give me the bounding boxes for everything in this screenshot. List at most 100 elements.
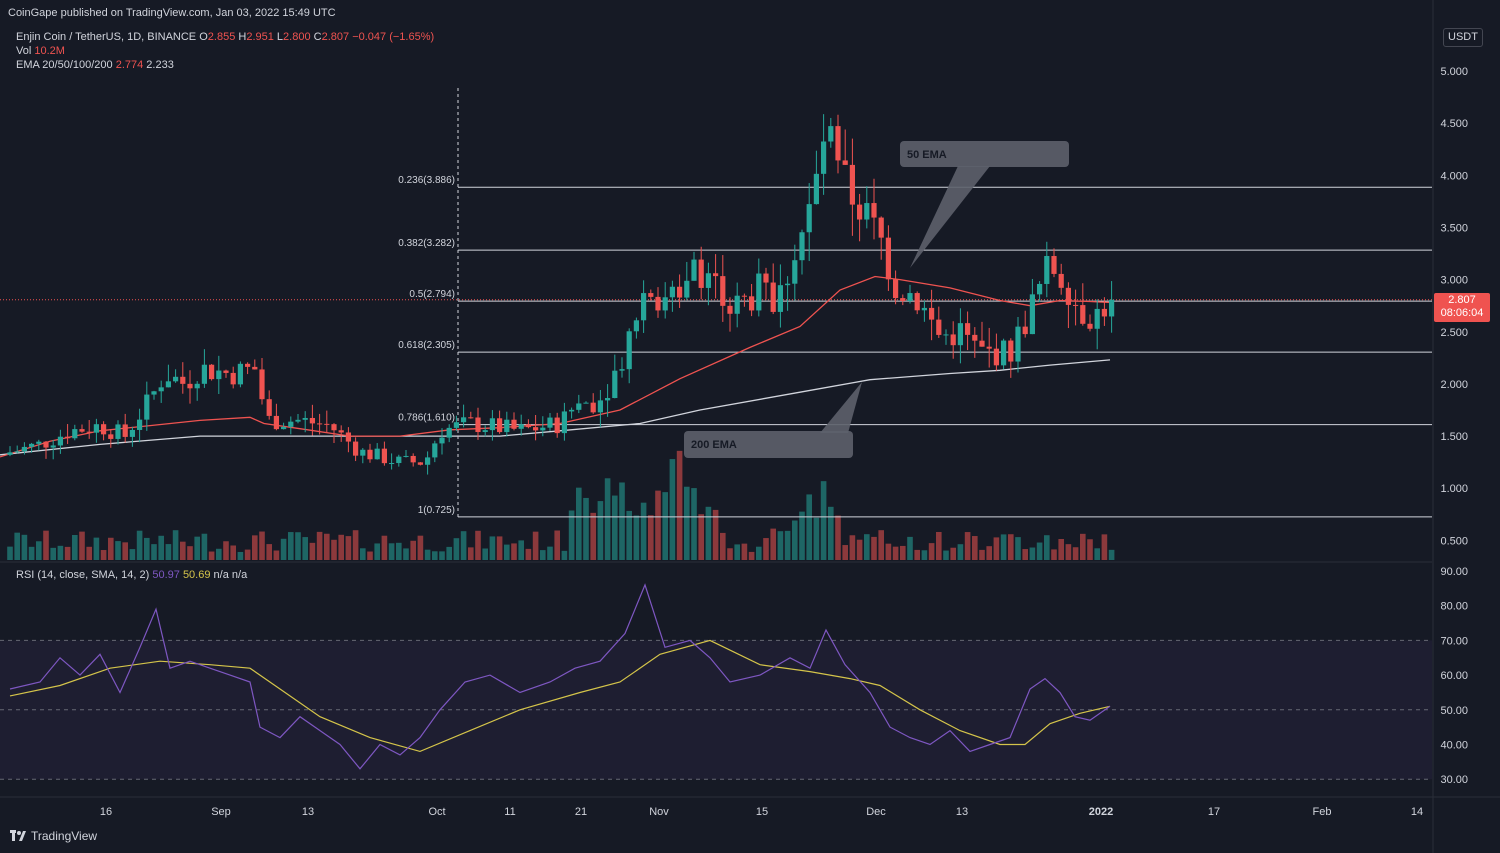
volume-bar	[108, 537, 114, 560]
volume-bar	[266, 544, 272, 560]
symbol-name[interactable]: Enjin Coin / TetherUS, 1D, BINANCE	[16, 31, 197, 43]
candle-body	[1044, 256, 1050, 284]
volume-bar	[720, 532, 726, 560]
close-value: 2.807	[321, 31, 350, 43]
candle-body	[871, 203, 877, 218]
volume-bar	[381, 535, 388, 560]
ema200-callout-text: 200 EMA	[691, 439, 737, 451]
candle-body	[79, 429, 85, 432]
volume-legend[interactable]: Vol 10.2M	[16, 45, 65, 57]
candle-body	[439, 437, 445, 444]
ema-legend[interactable]: EMA 20/50/100/200 2.774 2.233	[16, 59, 174, 71]
volume-bar	[705, 506, 712, 560]
candle-body	[864, 203, 870, 220]
volume-bar	[252, 535, 258, 560]
tradingview-logo-text: TradingView	[31, 829, 98, 843]
candle-body	[914, 293, 920, 311]
candle-body	[813, 173, 819, 205]
candle-body	[1109, 299, 1115, 317]
low-value: 2.800	[283, 31, 311, 43]
price-tick-label: 3.000	[1440, 275, 1468, 287]
volume-bar	[194, 536, 200, 560]
volume-bar	[1008, 534, 1014, 560]
volume-bar	[619, 482, 625, 560]
volume-bar	[1022, 549, 1028, 560]
volume-bar	[777, 531, 784, 560]
candle-body	[497, 418, 503, 433]
volume-bar	[568, 510, 575, 560]
fib-retracement: 0.236(3.886) 0.382(3.282) 0.5(2.794) 0.618(…	[0, 88, 1432, 518]
volume-bar	[691, 488, 697, 560]
symbol-legend[interactable]: Enjin Coin / TetherUS, 1D, BINANCE O2.85…	[16, 31, 434, 43]
tradingview-logo-icon	[10, 830, 26, 841]
candle-body	[597, 400, 603, 413]
candle-body	[929, 307, 935, 320]
currency-badge[interactable]: USDT	[1443, 28, 1483, 47]
candle-body	[792, 260, 798, 284]
volume-bar	[417, 535, 424, 560]
candle-body	[533, 427, 539, 431]
volume-bar	[338, 534, 344, 560]
ema-lines	[0, 275, 1111, 458]
candle-body	[950, 334, 956, 346]
volume-bar	[403, 548, 409, 560]
candle-body	[14, 451, 20, 453]
time-tick-label: 13	[302, 806, 314, 818]
candle-body	[677, 286, 683, 298]
volume-bar	[849, 535, 856, 560]
candle-body	[36, 441, 42, 444]
candle-body	[302, 417, 308, 420]
time-tick-label: 15	[756, 806, 768, 818]
last-price-value: 2.807	[1448, 294, 1476, 306]
volume-bar	[741, 543, 748, 560]
volume-bar	[547, 546, 553, 560]
volume-label: Vol	[16, 45, 32, 57]
candle-body	[785, 283, 791, 286]
ema200-callout-pointer	[820, 382, 862, 433]
volume-bar	[1072, 547, 1079, 560]
candle-body	[410, 455, 416, 463]
volume-bar	[1058, 538, 1064, 560]
volume-bar	[410, 540, 416, 560]
candle-body	[612, 370, 618, 399]
price-tick-label: 4.500	[1440, 118, 1468, 130]
volume-bar	[14, 532, 20, 560]
ema50-callout-text: 50 EMA	[907, 149, 947, 161]
candle-body	[713, 273, 719, 277]
volume-bar	[316, 531, 323, 560]
volume-bar	[122, 542, 128, 560]
volume-bar	[57, 545, 64, 560]
last-price-badge: 2.807 08:06:04	[1434, 293, 1490, 322]
volume-bar	[648, 515, 654, 560]
rsi-na-1: n/a	[213, 569, 229, 581]
volume-bar	[554, 530, 560, 560]
volume-bar	[784, 530, 791, 560]
tradingview-logo[interactable]: TradingView	[10, 829, 97, 843]
volume-bar	[93, 537, 100, 560]
candle-body	[821, 141, 827, 174]
volume-bar	[950, 547, 956, 560]
candle-body	[583, 402, 589, 404]
candle-body	[936, 319, 942, 335]
candle-body	[540, 427, 546, 431]
volume-bar	[345, 536, 352, 560]
candle-body	[468, 417, 474, 419]
candle-body	[57, 436, 63, 446]
candle-body	[165, 381, 171, 388]
time-tick-label: 16	[100, 806, 112, 818]
candle-body	[698, 259, 704, 288]
volume-bar	[1094, 548, 1100, 560]
candle-body	[921, 307, 927, 311]
candle-body	[187, 383, 193, 389]
candle-body	[446, 427, 452, 438]
rsi-legend[interactable]: RSI (14, close, SMA, 14, 2) 50.97 50.69 …	[16, 569, 247, 581]
volume-bar	[612, 495, 618, 560]
volume-bar	[799, 511, 805, 560]
candle-body	[216, 370, 222, 380]
price-tick-label: 1.000	[1440, 483, 1468, 495]
candle-body	[288, 421, 294, 427]
volume-bar	[712, 509, 719, 560]
candle-body	[957, 323, 963, 346]
